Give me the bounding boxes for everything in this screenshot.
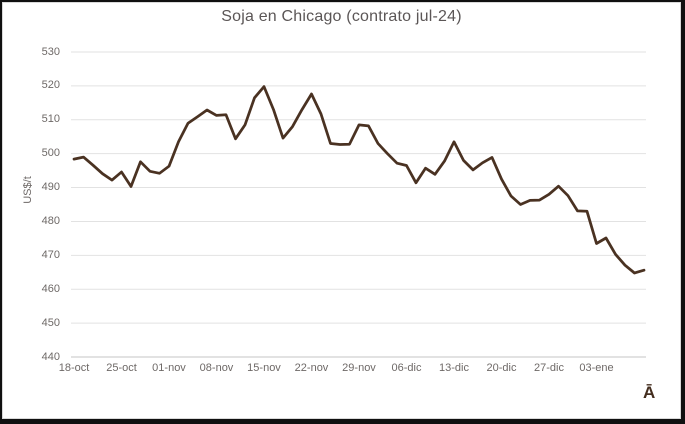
x-tick-label: 13-dic	[439, 362, 469, 374]
x-tick-label: 06-dic	[391, 362, 422, 374]
price-line-series	[72, 85, 646, 275]
chart-canvas: Soja en Chicago (contrato jul-24) US$/t …	[2, 2, 681, 419]
y-tick-label: 440	[41, 350, 60, 363]
y-tick-label: 460	[41, 282, 60, 295]
x-tick-label: 20-dic	[486, 362, 517, 374]
x-tick-label: 08-nov	[199, 362, 234, 374]
x-tick-label: 27-dic	[534, 362, 564, 374]
x-tick-label: 29-nov	[342, 362, 376, 374]
y-tick-label: 470	[41, 248, 60, 261]
y-tick-label: 520	[41, 79, 60, 92]
y-tick-label: 510	[41, 113, 60, 126]
plot-area	[71, 51, 646, 358]
x-tick-label: 22-nov	[294, 362, 329, 374]
x-tick-label: 03-ene	[579, 362, 614, 374]
y-tick-label: 500	[41, 147, 60, 160]
chart-title: Soja en Chicago (contrato jul-24)	[221, 8, 462, 25]
stray-character-glyph: Ā	[643, 383, 656, 402]
y-tick-label: 450	[41, 316, 60, 329]
y-tick-label: 480	[41, 214, 60, 227]
y-tick-label: 530	[41, 45, 60, 58]
x-tick-label: 18-oct	[58, 362, 90, 374]
y-tick-label: 490	[41, 181, 60, 194]
x-tick-label: 25-oct	[106, 362, 137, 374]
x-tick-label: 01-nov	[152, 362, 186, 374]
x-tick-label: 15-nov	[247, 362, 281, 374]
